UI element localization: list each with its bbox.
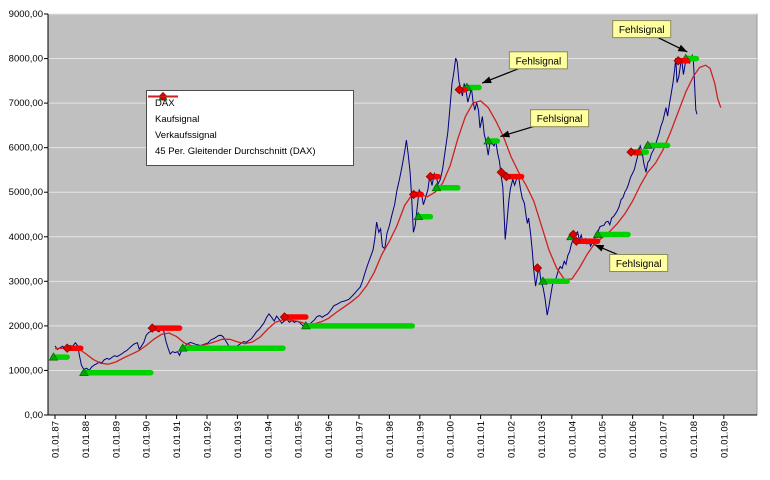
svg-text:01.01.96: 01.01.96: [324, 421, 335, 458]
svg-text:3000,00: 3000,00: [9, 276, 43, 287]
svg-text:01.01.02: 01.01.02: [507, 421, 518, 458]
moving-average-line: [54, 64, 722, 365]
svg-text:0,00: 0,00: [25, 410, 44, 421]
svg-text:7000,00: 7000,00: [9, 98, 43, 109]
plot-area: [47, 13, 758, 416]
fehlsignal-label: Fehlsignal: [537, 114, 583, 125]
buy-signal-segments: [48, 53, 700, 377]
svg-text:6000,00: 6000,00: [9, 143, 43, 154]
svg-text:8000,00: 8000,00: [9, 54, 43, 65]
svg-text:01.01.88: 01.01.88: [81, 421, 92, 458]
legend-label: 45 Per. Gleitender Durchschnitt (DAX): [155, 146, 316, 157]
svg-text:01.01.05: 01.01.05: [598, 421, 609, 458]
svg-text:01.01.87: 01.01.87: [51, 421, 62, 458]
legend-label: DAX: [155, 98, 175, 109]
svg-text:5000,00: 5000,00: [9, 187, 43, 198]
y-axis-labels: 0,00 1000,00 2000,00 3000,00 4000,00 5000,00 6…: [9, 9, 48, 421]
axes: [47, 14, 757, 416]
svg-text:01.01.89: 01.01.89: [111, 421, 122, 458]
svg-text:01.01.04: 01.01.04: [567, 421, 578, 458]
svg-text:9000,00: 9000,00: [9, 9, 43, 20]
legend-sample-line: [148, 95, 178, 98]
svg-text:01.01.98: 01.01.98: [385, 421, 396, 458]
svg-text:01.01.07: 01.01.07: [659, 421, 670, 458]
svg-text:1000,00: 1000,00: [9, 365, 43, 376]
svg-text:01.01.97: 01.01.97: [355, 421, 366, 458]
svg-text:01.01.00: 01.01.00: [446, 421, 457, 458]
svg-text:01.01.93: 01.01.93: [233, 421, 244, 458]
legend-item-dax: DAX: [148, 95, 345, 110]
fehlsignal-label: Fehlsignal: [616, 259, 662, 270]
chart-legend: DAX Kaufsignal Verkaufssignal 45 Per. Gleit…: [146, 90, 354, 166]
svg-text:2000,00: 2000,00: [9, 321, 43, 332]
legend-item-moving-average: 45 Per. Gleitender Durchschnitt (DAX): [148, 95, 345, 158]
fehlsignal-label: Fehlsignal: [516, 56, 562, 67]
fehlsignal-annotation: Fehlsignal: [500, 109, 590, 138]
legend-label: Kaufsignal: [155, 114, 200, 125]
legend-item-verkaufssignal: Verkaufssignal: [148, 92, 345, 142]
fehlsignal-label: Fehlsignal: [619, 25, 665, 36]
dax-line: [54, 53, 698, 372]
fehlsignal-annotation: Fehlsignal: [481, 51, 568, 84]
svg-text:01.01.03: 01.01.03: [537, 421, 548, 458]
svg-text:01.01.06: 01.01.06: [628, 421, 639, 458]
svg-text:01.01.09: 01.01.09: [719, 421, 730, 458]
svg-text:01.01.01: 01.01.01: [476, 421, 487, 458]
svg-text:01.01.99: 01.01.99: [415, 421, 426, 458]
svg-text:01.01.92: 01.01.92: [203, 421, 214, 458]
svg-text:4000,00: 4000,00: [9, 232, 43, 243]
legend-label: Verkaufssignal: [155, 130, 217, 141]
svg-text:01.01.08: 01.01.08: [689, 421, 700, 458]
fehlsignal-annotation: Fehlsignal: [612, 20, 688, 53]
legend-item-kaufsignal: Kaufsignal: [148, 91, 345, 126]
svg-text:01.01.94: 01.01.94: [263, 421, 274, 458]
x-axis-labels: 01.01.87 01.01.88 01.01.89 01.01.90 01.01.91…: [51, 415, 730, 458]
svg-text:01.01.91: 01.01.91: [172, 421, 183, 458]
fehlsignal-annotation: Fehlsignal: [594, 244, 669, 272]
svg-text:01.01.95: 01.01.95: [294, 421, 305, 458]
svg-text:01.01.90: 01.01.90: [142, 421, 153, 458]
sell-signal-segments: [62, 56, 691, 353]
